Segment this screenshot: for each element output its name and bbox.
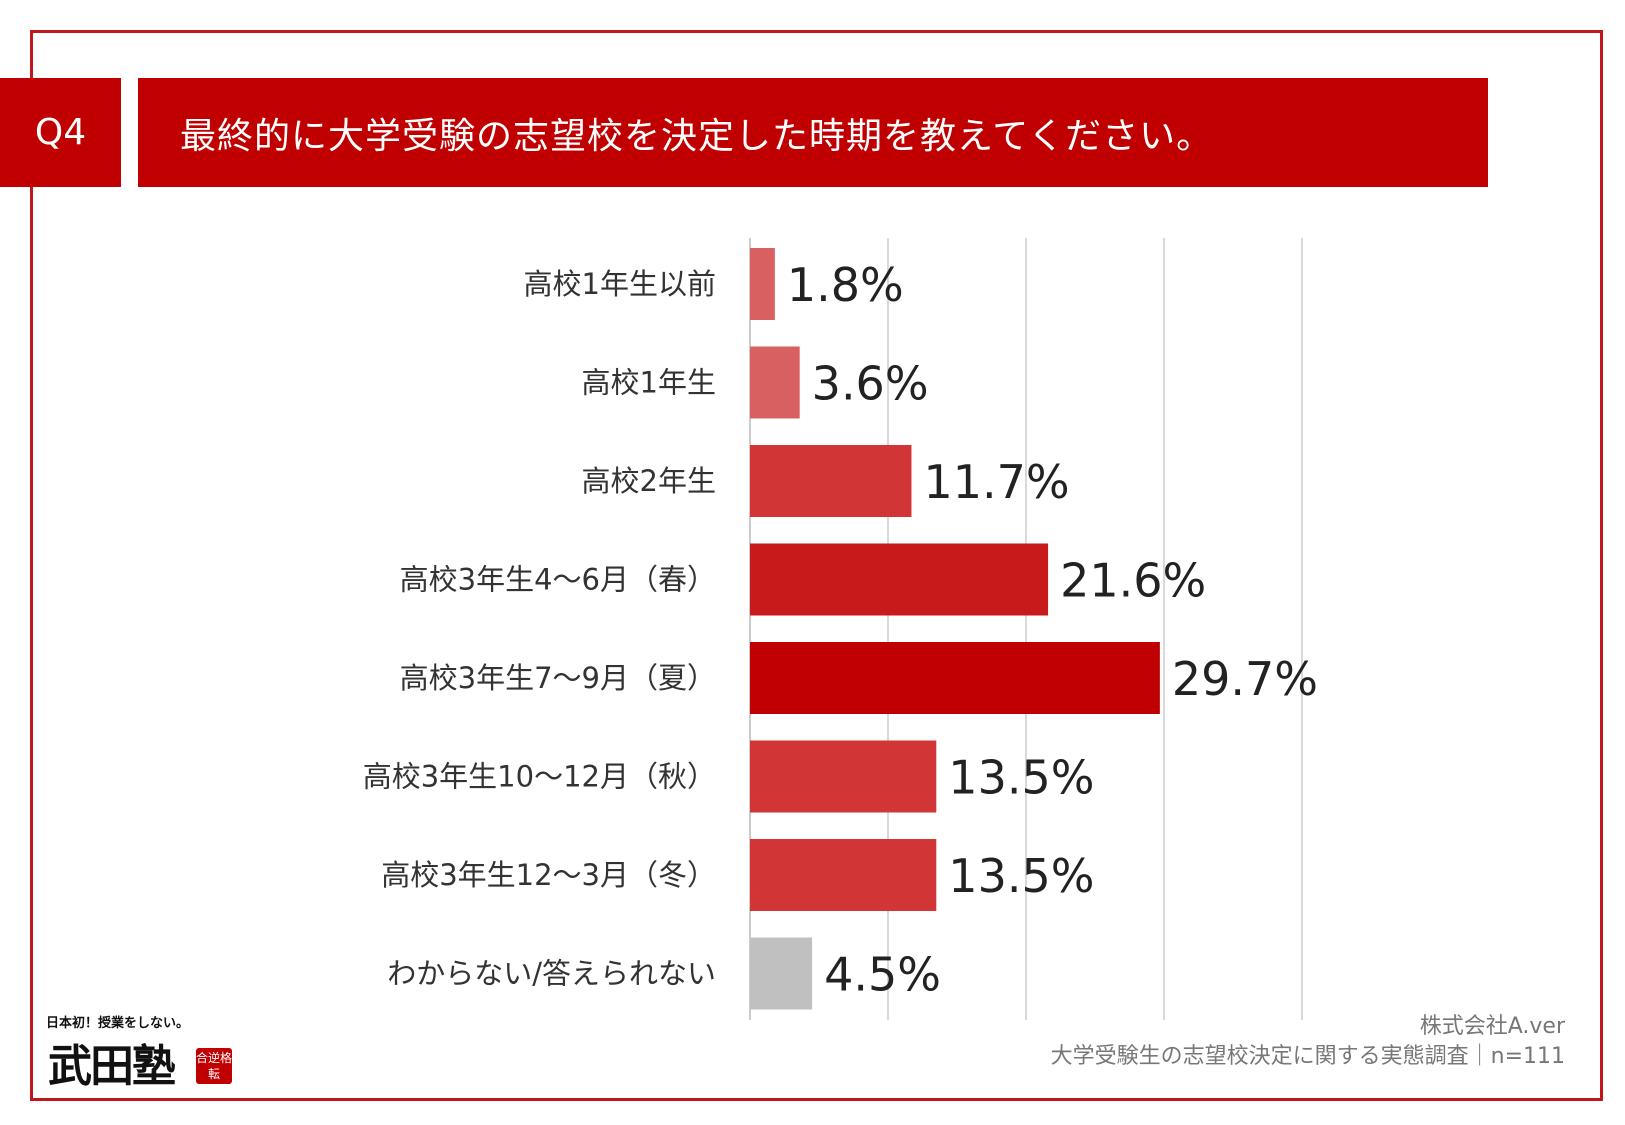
bar (750, 346, 800, 419)
data-label: 13.5% (948, 751, 1094, 805)
frame-border (30, 30, 1603, 1101)
bar (750, 248, 775, 320)
footer-source: 株式会社A.ver 大学受験生の志望校決定に関する実態調査｜n=111 (1051, 1012, 1565, 1072)
logo-tagline: 日本初！授業をしない。 (46, 1016, 190, 1031)
question-title: 最終的に大学受験の志望校を決定した時期を教えてください。 (138, 78, 1488, 187)
data-label: 11.7% (923, 455, 1069, 509)
footer-survey: 大学受験生の志望校決定に関する実態調査｜n=111 (1050, 1044, 1565, 1069)
category-label: 高校3年生7〜9月（夏） (400, 661, 716, 695)
takeda-juku-logo: 日本初！授業をしない。 武田塾 合逆格転 (46, 1012, 246, 1092)
bar (750, 543, 1049, 616)
data-label: 13.5% (948, 849, 1094, 903)
category-label: わからない/答えられない (387, 957, 716, 991)
bar (750, 445, 912, 517)
data-label: 3.6% (812, 357, 929, 411)
data-label: 1.8% (787, 258, 904, 312)
logo-stamp: 合逆格転 (196, 1048, 232, 1084)
question-title-text: 最終的に大学受験の志望校を決定した時期を教えてください。 (180, 115, 1214, 157)
category-label: 高校3年生10〜12月（秋） (363, 760, 716, 794)
category-label: 高校3年生4〜6月（春） (400, 563, 716, 597)
logo-mark: 武田塾 (48, 1041, 176, 1092)
category-label: 高校3年生12〜3月（冬） (381, 858, 716, 892)
question-badge: Q4 (0, 78, 121, 187)
data-label: 29.7% (1172, 652, 1318, 706)
data-label: 21.6% (1060, 554, 1206, 608)
bar (750, 937, 813, 1010)
bar (750, 839, 937, 911)
category-label: 高校2年生 (582, 464, 716, 498)
category-label: 高校1年生以前 (524, 267, 716, 301)
bar (750, 642, 1160, 714)
data-label: 4.5% (824, 948, 941, 1002)
bar (750, 740, 937, 813)
footer-company: 株式会社A.ver (1419, 1014, 1565, 1039)
category-label: 高校1年生 (582, 366, 716, 400)
